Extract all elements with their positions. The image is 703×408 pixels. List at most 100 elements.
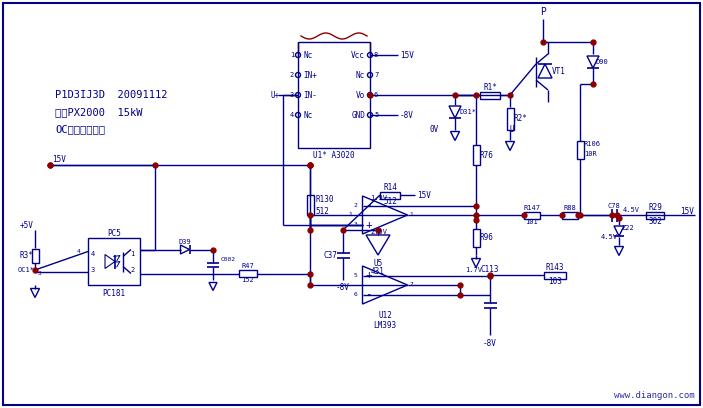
Text: 4: 4	[76, 249, 80, 254]
Text: 8: 8	[374, 52, 378, 58]
Text: R106: R106	[584, 142, 601, 148]
Text: C37: C37	[323, 251, 337, 259]
Text: 1: 1	[410, 213, 413, 217]
Bar	[380, 191, 400, 199]
Bar	[472, 145, 479, 165]
Text: 15V: 15V	[680, 206, 694, 215]
Text: Z22: Z22	[622, 225, 635, 231]
Text: 512: 512	[383, 197, 397, 206]
Text: U+: U+	[271, 91, 280, 100]
Text: 10R: 10R	[584, 151, 597, 157]
Text: D39: D39	[179, 239, 191, 244]
Text: Nc: Nc	[303, 51, 312, 60]
Bar	[562, 211, 578, 219]
Bar	[298, 42, 370, 148]
Text: PC181: PC181	[103, 288, 126, 297]
Bar	[480, 91, 500, 98]
Text: VT1: VT1	[552, 67, 566, 77]
Text: 431: 431	[371, 266, 385, 275]
Bar	[239, 270, 257, 277]
Text: -8V: -8V	[336, 284, 350, 293]
Text: 7: 7	[374, 72, 378, 78]
Text: 4: 4	[290, 112, 294, 118]
Text: 0V: 0V	[430, 126, 439, 135]
Text: www.diangon.com: www.diangon.com	[614, 392, 695, 401]
Text: R2*: R2*	[514, 114, 528, 123]
Text: C002: C002	[221, 257, 236, 262]
Text: 4: 4	[91, 251, 95, 257]
Text: R130: R130	[315, 195, 333, 204]
Text: 5: 5	[354, 273, 358, 278]
Text: -: -	[366, 290, 373, 299]
Text: 2: 2	[354, 203, 358, 208]
Text: R76: R76	[480, 151, 494, 160]
Text: 512: 512	[315, 208, 329, 217]
Text: -8V: -8V	[400, 111, 414, 120]
Text: R3*: R3*	[20, 251, 34, 260]
Text: +: +	[366, 220, 373, 229]
Text: R1*: R1*	[483, 84, 497, 93]
Text: R29: R29	[648, 204, 662, 213]
Text: R143: R143	[546, 264, 565, 273]
Text: GND: GND	[351, 111, 365, 120]
Text: +5V: +5V	[20, 220, 34, 229]
Text: 3: 3	[91, 266, 95, 273]
Text: 6: 6	[374, 92, 378, 98]
Text: P1D3IJ3D  20091112: P1D3IJ3D 20091112	[55, 90, 167, 100]
Text: -8V: -8V	[483, 339, 497, 348]
Text: R47: R47	[242, 264, 254, 270]
Text: 4.5V: 4.5V	[623, 207, 640, 213]
Text: 欧瑞PX2000  15kW: 欧瑞PX2000 15kW	[55, 107, 143, 117]
Text: 1: 1	[290, 52, 294, 58]
Text: 1: 1	[349, 213, 352, 217]
Text: 5: 5	[374, 112, 378, 118]
Bar	[32, 249, 39, 263]
Text: 302: 302	[648, 217, 662, 226]
Text: R88: R88	[564, 205, 576, 211]
Text: 6: 6	[354, 292, 358, 297]
Text: D90: D90	[596, 59, 609, 65]
Text: Nc: Nc	[303, 111, 312, 120]
Text: 1.7V: 1.7V	[465, 267, 482, 273]
Text: 4.5V: 4.5V	[601, 234, 618, 240]
Text: 15V: 15V	[52, 155, 66, 164]
Text: Nc: Nc	[356, 71, 365, 80]
Text: PC5: PC5	[107, 228, 121, 237]
Text: IN-: IN-	[303, 91, 317, 100]
Bar	[544, 271, 566, 279]
Text: 152: 152	[242, 277, 254, 284]
Text: 103: 103	[548, 277, 562, 286]
Text: OC故障报警电路: OC故障报警电路	[55, 124, 105, 134]
Text: 101: 101	[526, 219, 538, 225]
Text: +: +	[366, 271, 373, 281]
Text: IN+: IN+	[303, 71, 317, 80]
Bar	[88, 238, 140, 285]
Text: P: P	[540, 7, 546, 17]
Text: U12: U12	[378, 311, 392, 321]
Text: U5: U5	[373, 259, 382, 268]
Bar	[307, 195, 314, 215]
Text: 15V: 15V	[400, 51, 414, 60]
Text: 2.5V: 2.5V	[370, 229, 387, 235]
Bar	[524, 211, 540, 219]
Text: D31*: D31*	[459, 109, 476, 115]
Text: -: -	[366, 200, 373, 211]
Text: R96: R96	[480, 233, 494, 242]
Text: U1* A3020: U1* A3020	[314, 151, 355, 160]
Text: R147: R147	[524, 205, 541, 211]
Text: U: U	[510, 126, 515, 135]
Text: C78: C78	[607, 203, 620, 209]
Text: 1: 1	[130, 251, 134, 257]
Text: LM393: LM393	[373, 322, 396, 330]
Text: 3: 3	[290, 92, 294, 98]
Text: 7: 7	[410, 282, 413, 288]
Text: C113: C113	[481, 266, 499, 275]
Text: OC1*: OC1*	[18, 267, 35, 273]
Bar	[576, 140, 583, 158]
Text: 3: 3	[354, 222, 358, 227]
Text: 2: 2	[290, 72, 294, 78]
Text: Vo: Vo	[356, 91, 365, 100]
Bar	[472, 228, 479, 246]
Text: 1.9V: 1.9V	[370, 195, 387, 200]
Text: 2: 2	[130, 266, 134, 273]
